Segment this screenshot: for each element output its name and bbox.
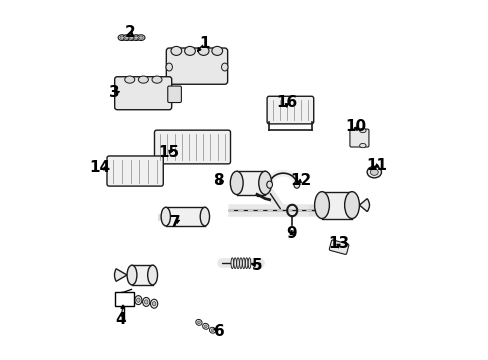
Ellipse shape [119,292,126,301]
Text: 7: 7 [170,215,181,230]
Ellipse shape [135,296,142,305]
Wedge shape [114,269,127,281]
Ellipse shape [144,300,148,304]
Ellipse shape [209,327,215,333]
Ellipse shape [137,35,144,41]
Ellipse shape [138,76,148,83]
Ellipse shape [344,192,359,219]
Ellipse shape [369,169,378,175]
Ellipse shape [142,297,149,306]
Bar [236,171,264,194]
Text: 11: 11 [366,158,387,173]
Text: 16: 16 [276,95,297,111]
Ellipse shape [127,265,137,285]
Ellipse shape [124,36,129,39]
Ellipse shape [128,296,132,301]
Text: 10: 10 [345,120,366,134]
Ellipse shape [139,36,143,39]
Bar [115,292,134,306]
Text: 12: 12 [290,173,311,188]
Ellipse shape [165,63,172,71]
Ellipse shape [200,207,209,226]
Ellipse shape [197,321,200,324]
FancyBboxPatch shape [167,86,181,103]
Ellipse shape [314,192,329,219]
Bar [165,207,204,226]
Ellipse shape [359,143,366,148]
Ellipse shape [152,76,162,83]
Text: 6: 6 [214,324,224,339]
Ellipse shape [118,35,126,41]
Ellipse shape [152,302,156,306]
FancyBboxPatch shape [154,130,230,164]
Ellipse shape [122,35,130,41]
Text: 14: 14 [90,160,111,175]
Ellipse shape [230,258,233,269]
Ellipse shape [134,36,138,39]
Text: 1: 1 [199,36,209,50]
Text: 4: 4 [115,312,126,327]
Ellipse shape [147,265,157,285]
FancyBboxPatch shape [266,96,313,124]
Text: 8: 8 [213,173,224,188]
Text: 15: 15 [158,144,179,159]
Ellipse shape [136,298,140,302]
Ellipse shape [230,171,243,194]
Ellipse shape [236,258,239,269]
Ellipse shape [248,258,250,269]
Ellipse shape [198,46,208,55]
Ellipse shape [121,294,124,299]
Ellipse shape [161,207,170,226]
Text: 3: 3 [109,85,120,100]
FancyBboxPatch shape [328,240,348,255]
Ellipse shape [127,35,135,41]
Ellipse shape [245,258,247,269]
Text: 13: 13 [327,236,348,251]
Text: 2: 2 [125,25,136,40]
FancyBboxPatch shape [349,129,368,147]
Wedge shape [359,199,369,212]
Bar [321,192,351,219]
Ellipse shape [204,325,207,328]
Ellipse shape [221,63,227,71]
Ellipse shape [293,181,299,188]
Ellipse shape [124,76,135,83]
Text: 5: 5 [251,258,262,273]
Ellipse shape [233,258,236,269]
Ellipse shape [150,299,158,308]
Ellipse shape [242,258,244,269]
FancyBboxPatch shape [115,77,171,110]
Ellipse shape [184,46,195,55]
Text: 9: 9 [286,226,297,241]
Ellipse shape [195,319,202,325]
Ellipse shape [366,166,381,178]
Ellipse shape [129,36,133,39]
Ellipse shape [211,329,214,332]
Ellipse shape [202,323,208,329]
Ellipse shape [258,171,271,194]
Ellipse shape [132,35,140,41]
Ellipse shape [211,46,222,55]
Ellipse shape [359,129,366,133]
Ellipse shape [171,46,182,55]
Ellipse shape [126,294,134,303]
Ellipse shape [266,181,272,188]
Bar [132,265,152,285]
Ellipse shape [120,36,124,39]
FancyBboxPatch shape [107,156,163,186]
Ellipse shape [239,258,242,269]
FancyBboxPatch shape [166,48,227,84]
